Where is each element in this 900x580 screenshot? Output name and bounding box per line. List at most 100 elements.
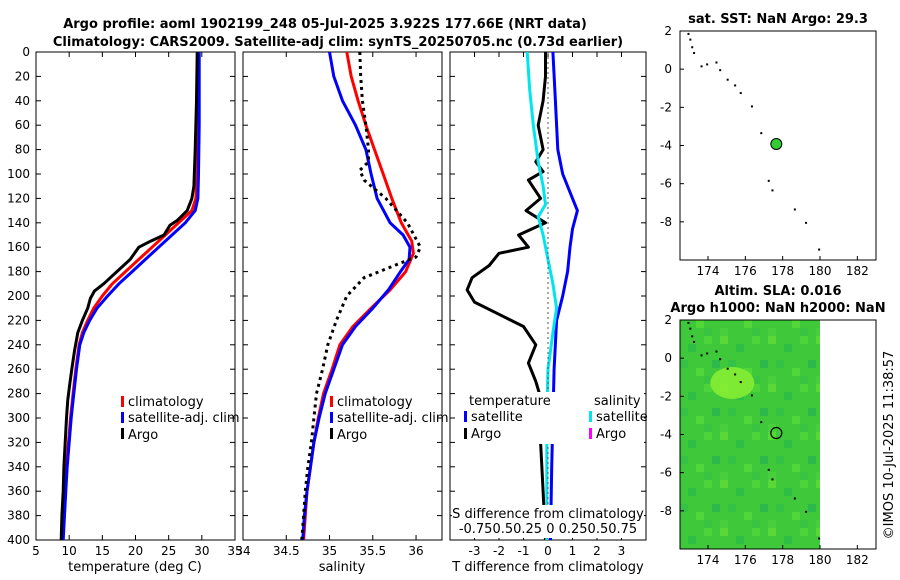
difference-top-label-bg [452,505,644,538]
land-dot [767,179,770,182]
land-dot [719,69,722,72]
land-dot [739,92,742,95]
sla-map-title-line-2: Argo h1000: NaN h2000: NaN [670,301,885,316]
land-dot [689,38,692,41]
y-tick-label: 140 [7,216,30,230]
land-dot [818,248,821,251]
legend-swatch-s-satellite [589,411,592,422]
y-tick-label: 20 [15,69,30,83]
land-dot [805,221,808,224]
y-tick-label: 260 [7,362,30,376]
land-dot [693,340,696,343]
salinity-panel: 34 34.5 35 35.5 36 salinity climatology sate… [235,51,449,575]
land-dot [805,510,808,513]
y-tick-label: 2 [664,313,672,327]
salinity-xlabel: salinity [319,560,366,575]
difference-panel: -3 -2 -1 0 1 2 3 T difference from climatology… [449,51,648,575]
x-tick-label: 36 [408,544,423,558]
x-tick-label: 176 [734,264,757,278]
land-dot [693,51,696,54]
sla-heatmap-field [680,320,820,549]
land-dot [760,421,763,424]
x-tick-label: 2 [593,544,601,558]
sla-map-panel: Altim. SLA: 0.016 Argo h1000: NaN h2000:… [660,284,886,567]
y-tick-label: 340 [7,460,30,474]
legend-swatch-argo [121,428,124,439]
x-tick-label: 182 [846,553,869,567]
land-dot [706,63,709,66]
land-dot [691,335,694,338]
sst-map-panel: sat. SST: NaN Argo: 29.3 174 176 178 180 182… [660,12,877,278]
land-dot [739,381,742,384]
legend-label-satellite: satellite-adj. clim [128,411,240,426]
sst-map-frame [679,30,877,261]
x-tick-label: 20 [128,544,143,558]
legend-swatch-t-argo [464,428,467,439]
land-dot [734,84,737,87]
land-dot [706,352,709,355]
x-tick-label: -1 [518,544,530,558]
series-line-satellite-adj-clim [61,52,201,540]
y-tick-label: 0 [22,45,30,59]
y-tick-label: -6 [660,177,672,191]
y-tick-label: 320 [7,435,30,449]
legend-swatch-climatology [330,396,333,407]
x-tick-label: -3 [469,544,481,558]
land-dot [726,78,729,81]
argo-position-marker [770,138,783,151]
land-dot [760,132,763,135]
salinity-legend: climatology satellite-adj. clim Argo [330,395,449,443]
y-tick-label: 60 [15,118,30,132]
land-dot [750,105,753,108]
legend-label-climatology: climatology [128,395,204,410]
x-tick-label: 0 [544,544,552,558]
difference-legend: temperature salinity satellite Argo sate… [464,392,648,444]
series-line-t-argo [465,52,547,540]
difference-top-tick-labels: -0.750.50.25 0 0.250.50.75 [459,522,637,537]
legend-swatch-s-argo [589,428,592,439]
land-dot [687,321,690,324]
x-tick-label: 34 [235,544,250,558]
land-dot [793,497,796,500]
temperature-panel: 5 10 15 20 25 30 35 0 20 40 60 80 100 120 140 160 180 200… [7,45,243,575]
y-tick-label: -4 [660,139,672,153]
temperature-legend: climatology satellite-adj. clim Argo [121,395,240,443]
y-tick-label: 0 [664,351,672,365]
x-tick-label: 25 [161,544,176,558]
y-tick-label: -8 [660,504,672,518]
y-tick-label: 200 [7,289,30,303]
land-dot [715,350,718,353]
land-dot [818,537,821,540]
legend-bg [466,392,644,444]
argo-position-marker [770,426,783,440]
series-line-argo [300,52,422,540]
y-tick-label: 100 [7,167,30,181]
y-tick-label: 240 [7,338,30,352]
y-tick-label: 300 [7,411,30,425]
legend-label-satellite: satellite-adj. clim [337,411,449,426]
land-dot [687,32,690,35]
y-tick-label: 160 [7,240,30,254]
land-dot [691,46,694,49]
land-dot [771,189,774,192]
x-tick-label: 34.5 [273,544,300,558]
land-dot [689,327,692,330]
series-line-argo [59,52,199,540]
x-tick-label: 178 [771,264,794,278]
y-tick-label: -6 [660,466,672,480]
x-tick-label: 30 [194,544,209,558]
land-dot [700,354,703,357]
legend-label-s-satellite: satellite [596,410,648,425]
legend-title-temperature: temperature [469,394,551,409]
legend-label-t-argo: Argo [471,427,501,442]
y-tick-label: 2 [664,24,672,38]
y-tick-label: 40 [15,94,30,108]
y-tick-label: -8 [660,215,672,229]
x-tick-label: 180 [809,553,832,567]
legend-swatch-t-satellite [464,411,467,422]
title-line-2: Climatology: CARS2009. Satellite-adj cli… [53,35,623,50]
x-tick-label: 3 [618,544,626,558]
x-tick-label: 174 [697,553,720,567]
land-dot [726,367,729,370]
